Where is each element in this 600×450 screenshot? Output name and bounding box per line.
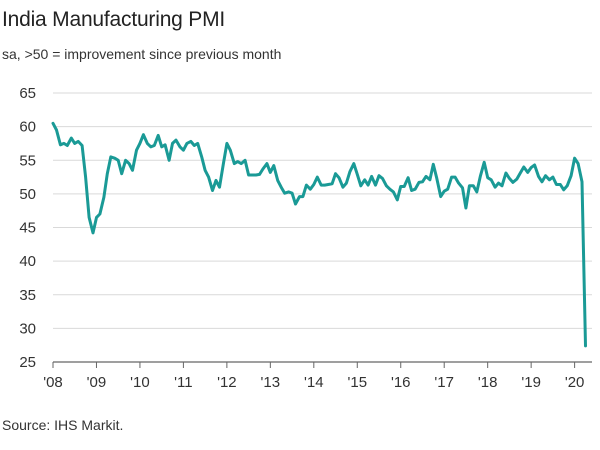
x-tick-label: '12 [217, 374, 237, 391]
x-tick-label: '08 [43, 374, 63, 391]
y-tick-label: 65 [19, 85, 36, 102]
y-tick-label: 50 [19, 186, 36, 203]
x-tick-label: '09 [87, 374, 107, 391]
x-tick-label: '11 [174, 374, 192, 391]
y-tick-label: 40 [19, 253, 36, 270]
pmi-line-chart: 25 30 35 40 45 50 55 60 65 '08 '09 '10 '11 '12 '13 '14… [19, 85, 592, 391]
x-axis-tick-labels: '08 '09 '10 '11 '12 '13 '14 '15 '16 '17 '18 '19 '20 [43, 374, 584, 391]
x-tick-label: '18 [478, 374, 498, 391]
x-tick-label: '19 [521, 374, 541, 391]
grid-lines [53, 92, 592, 363]
y-tick-label: 30 [19, 320, 36, 337]
y-axis-tick-labels: 25 30 35 40 45 50 55 60 65 [19, 85, 36, 371]
chart-title: India Manufacturing PMI [2, 8, 226, 31]
source-note: Source: IHS Markit. [2, 417, 124, 433]
x-tick-label: '15 [347, 374, 367, 391]
y-tick-label: 25 [19, 354, 36, 371]
x-tick-label: '17 [434, 374, 454, 391]
x-tick-label: '16 [391, 374, 411, 391]
x-tick-label: '20 [565, 374, 585, 391]
y-tick-label: 45 [19, 220, 36, 237]
x-tick-label: '10 [130, 374, 150, 391]
x-axis [52, 361, 592, 368]
series-line-india-pmi [51, 121, 587, 348]
y-tick-label: 35 [19, 287, 36, 304]
x-tick-label: '13 [261, 374, 281, 391]
y-tick-label: 60 [19, 119, 36, 136]
chart-subtitle: sa, >50 = improvement since previous mon… [2, 46, 282, 62]
y-tick-label: 55 [19, 152, 36, 169]
x-tick-label: '14 [304, 374, 324, 391]
